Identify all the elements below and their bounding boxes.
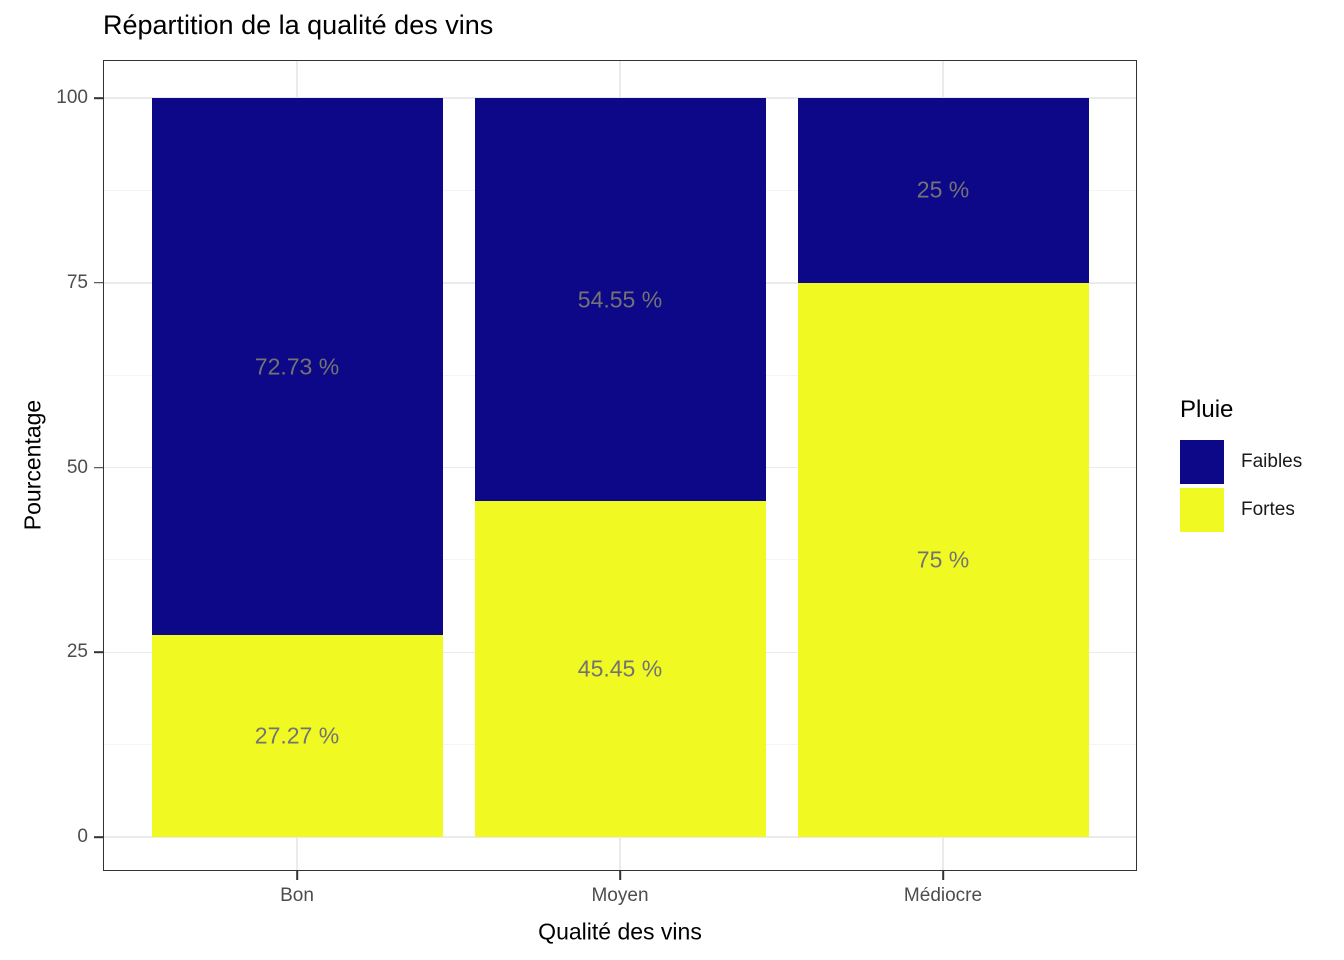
y-axis-tick-label-25: 25 [66, 641, 88, 663]
y-axis-tick-label-0: 0 [77, 826, 88, 847]
legend-entries: Faibles Fortes [1180, 440, 1302, 532]
bar-label-moyen-faibles: 54.55 % [577, 286, 663, 313]
x-axis-title: Qualité des vins [538, 918, 702, 945]
y-axis-tick-label-100: 100 [56, 87, 88, 108]
bar-label-médiocre-faibles: 25 % [916, 176, 970, 203]
legend-entry-label: Fortes [1241, 499, 1295, 520]
bar-bon-fortes [151, 635, 443, 837]
bar-moyen-fortes [474, 501, 766, 837]
y-axis-tick-label-75: 75 [66, 271, 88, 293]
chart-title: Répartition de la qualité des vins [103, 10, 494, 40]
x-axis-tick-mark-Bon [296, 871, 298, 880]
legend-title: Pluie [1180, 396, 1234, 423]
legend-entry-faibles: Faibles [1180, 440, 1302, 484]
y-axis-tick-mark-0 [94, 836, 103, 838]
bar-label-moyen-fortes: 45.45 % [577, 655, 663, 682]
y-axis-tick-mark-25 [94, 651, 103, 654]
x-axis-tick-mark-Médiocre [942, 871, 944, 880]
bar-bon-faibles [151, 98, 443, 636]
x-axis-tick-mark-Moyen [619, 871, 621, 880]
y-axis-tick-label-50: 50 [66, 456, 88, 478]
x-axis-tick-label-Bon: Bon [280, 885, 314, 906]
bar-moyen-faibles [474, 98, 766, 502]
plot-panel: 27.27 % 72.73 % 45.45 % 54.55 % 75 % 25 % [103, 60, 1137, 871]
bar-label-médiocre-fortes: 75 % [916, 546, 970, 573]
legend: Pluie Faibles Fortes [1180, 396, 1302, 536]
y-axis-tick-mark-50 [94, 466, 103, 469]
x-axis-tick-label-Moyen: Moyen [591, 885, 649, 906]
legend-entry-label: Faibles [1241, 451, 1303, 472]
bar-médiocre-faibles [797, 98, 1089, 283]
y-axis-title: Pourcentage [19, 399, 46, 531]
legend-entry-fortes: Fortes [1180, 488, 1302, 532]
bar-label-bon-faibles: 72.73 % [254, 353, 340, 380]
y-axis-tick-mark-100 [94, 97, 103, 99]
bar-label-bon-fortes: 27.27 % [254, 722, 340, 749]
legend-key-swatch-fortes [1180, 488, 1224, 532]
legend-key-swatch-faibles [1180, 440, 1224, 484]
bar-médiocre-fortes [797, 282, 1089, 837]
x-axis-tick-label-Médiocre: Médiocre [903, 885, 983, 906]
y-axis-tick-mark-75 [94, 281, 103, 284]
